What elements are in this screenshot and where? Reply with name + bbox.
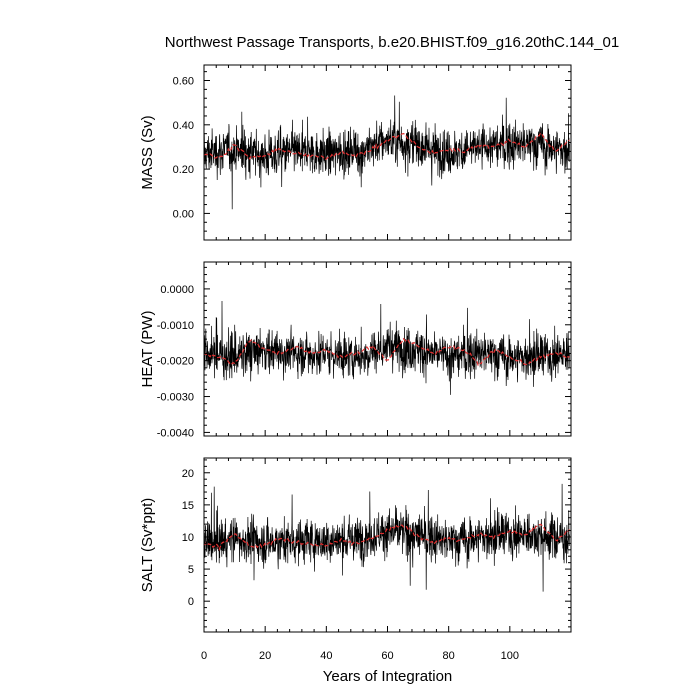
monthly-series-line bbox=[204, 483, 570, 592]
x-tick-label: 100 bbox=[501, 650, 519, 662]
x-tick-label: 0 bbox=[201, 650, 207, 662]
y-tick-label: 0.0000 bbox=[160, 284, 194, 296]
y-axis-label: SALT (Sv*ppt) bbox=[139, 498, 156, 592]
monthly-series-line bbox=[204, 95, 570, 210]
panel-2: -0.0040 -0.0030 -0.0020 -0.0010 0.0000 HEAT (… bbox=[139, 261, 572, 439]
chart-title: Northwest Passage Transports, b.e20.BHIS… bbox=[165, 34, 619, 51]
y-tick-label: 0.60 bbox=[173, 76, 194, 88]
panel-3: 0 5 10 15 20 SALT (Sv*ppt) bbox=[139, 457, 572, 633]
x-tick-label: 60 bbox=[381, 650, 393, 662]
y-tick-label: 0.00 bbox=[173, 208, 194, 220]
y-tick-label: -0.0010 bbox=[157, 320, 194, 332]
panel-1: 0.00 0.20 0.40 0.60 MASS (Sv) bbox=[139, 64, 572, 241]
y-tick-label: -0.0040 bbox=[157, 427, 194, 439]
y-tick-label: -0.0020 bbox=[157, 356, 194, 368]
smoothed-series-line bbox=[204, 337, 570, 367]
y-tick-label: 5 bbox=[188, 564, 194, 576]
y-tick-label: 15 bbox=[182, 500, 194, 512]
smoothed-series-line bbox=[204, 523, 570, 552]
x-tick-label: 80 bbox=[443, 650, 455, 662]
x-tick-label: 40 bbox=[320, 650, 332, 662]
x-axis-label: Years of Integration bbox=[323, 668, 453, 685]
x-tick-label: 20 bbox=[259, 650, 271, 662]
y-tick-label: 0.40 bbox=[173, 120, 194, 132]
smoothed-series-line bbox=[204, 132, 570, 161]
y-tick-label: 10 bbox=[182, 532, 194, 544]
y-tick-label: 0.20 bbox=[173, 164, 194, 176]
monthly-series-line bbox=[204, 300, 570, 395]
y-tick-label: -0.0030 bbox=[157, 392, 194, 404]
y-axis-label: HEAT (PW) bbox=[139, 311, 156, 388]
y-tick-label: 20 bbox=[182, 468, 194, 480]
y-axis-label: MASS (Sv) bbox=[139, 115, 156, 189]
y-tick-label: 0 bbox=[188, 596, 194, 608]
